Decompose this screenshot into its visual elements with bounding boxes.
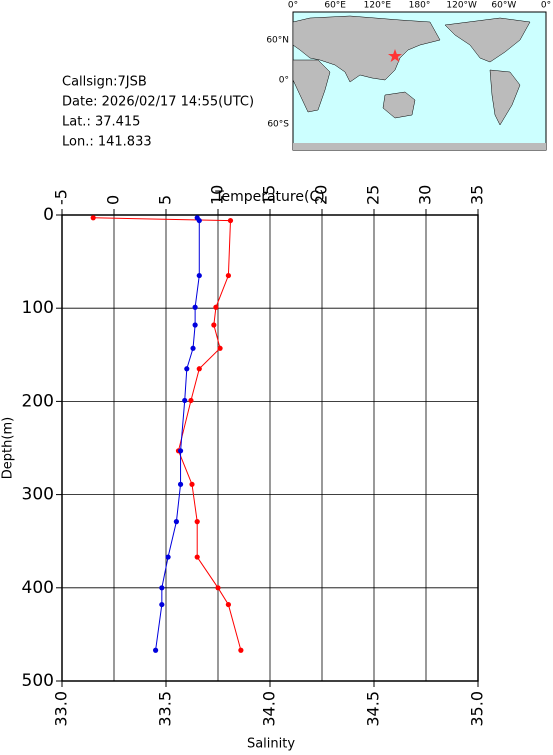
profile-point [182, 397, 188, 404]
x-tick-label: 15 [260, 185, 279, 205]
profile-point [90, 215, 96, 221]
x-tick-label: 25 [364, 185, 383, 205]
info-text: Date: 2026/02/17 14:55(UTC) [62, 95, 254, 110]
world-map [292, 11, 547, 151]
profile-point [165, 554, 171, 560]
map-lon-label: 0° [541, 1, 551, 11]
land-eurasia [292, 15, 441, 83]
land-south-america [489, 69, 521, 126]
map-lat-label: 60°S [267, 120, 289, 130]
map-lat-label: 0° [279, 76, 289, 86]
profile-point [196, 272, 202, 279]
profile-point [194, 554, 200, 560]
land-antarctica [293, 143, 546, 150]
x-tick-label: 10 [208, 185, 227, 205]
y-tick-label: 300 [22, 485, 54, 505]
profile-point [213, 304, 219, 310]
y-axis-title: Depth(m) [1, 417, 16, 479]
profile-point [238, 647, 244, 653]
x2-axis-title: Salinity [247, 737, 295, 752]
map-lon-label: 120°E [364, 1, 392, 11]
y-tick-label: 500 [22, 671, 54, 691]
profile-point [211, 322, 217, 328]
profile-point [159, 601, 165, 608]
profile-point [159, 585, 165, 591]
y-tick-label: 0 [43, 205, 54, 225]
profile-point [225, 272, 231, 279]
map-lat-label: 60°N [266, 36, 289, 46]
map-lon-label: 0° [288, 1, 298, 11]
x-tick-label: 20 [312, 185, 331, 205]
map-lon-label: 60°W [491, 1, 516, 11]
x-tick-label: 5 [156, 195, 175, 205]
map-lon-label: 180° [409, 1, 431, 11]
land-australia [382, 91, 416, 119]
x2-tick-label: 34.5 [364, 691, 383, 727]
y-tick-label: 100 [22, 298, 54, 318]
profile-point [189, 481, 195, 487]
profile-point [177, 481, 184, 487]
map-lon-label: 120°W [446, 1, 477, 11]
profile-point [227, 217, 234, 224]
land-africa [292, 59, 331, 113]
profile-point [153, 647, 159, 653]
profile-point [173, 519, 179, 525]
land-north-america [444, 17, 531, 63]
x-tick-label: -5 [52, 189, 71, 205]
x-tick-label: 35 [468, 185, 487, 205]
profile-point [184, 366, 190, 372]
profile-point [188, 397, 194, 404]
profile-point [194, 519, 200, 525]
x2-tick-label: 35.0 [468, 691, 487, 727]
profile-point [177, 448, 184, 454]
profile-point [190, 345, 196, 351]
map-lon-label: 60°E [324, 1, 346, 11]
x-tick-label: 30 [416, 185, 435, 205]
x2-tick-label: 33.0 [52, 691, 71, 727]
profile-point [225, 601, 231, 608]
profile-point [192, 304, 198, 310]
position-marker [388, 49, 402, 62]
x2-tick-label: 34.0 [260, 691, 279, 727]
info-text: Lat.: 37.415 [62, 115, 140, 130]
info-text: Lon.: 141.833 [62, 135, 152, 150]
y-tick-label: 200 [22, 391, 54, 411]
profile-point [196, 217, 202, 224]
profile-point [192, 322, 198, 328]
info-text: Callsign:7JSB [62, 75, 147, 90]
x-axis-title: Temperature(C) [214, 189, 324, 205]
profile-point [217, 345, 223, 351]
x2-tick-label: 33.5 [156, 691, 175, 727]
y-tick-label: 400 [22, 578, 54, 598]
x-tick-label: 0 [104, 195, 123, 205]
profile-point [196, 366, 202, 372]
profile-point [215, 585, 221, 591]
